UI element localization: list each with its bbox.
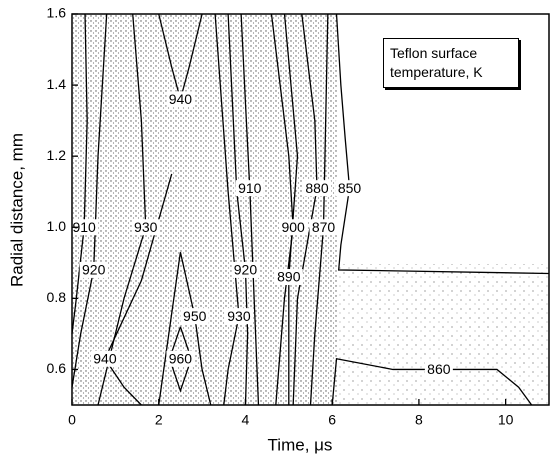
contour-label: 910 <box>72 219 96 235</box>
contour-label-bg <box>224 308 253 325</box>
contour-line <box>168 326 192 393</box>
contour-label: 860 <box>427 361 451 377</box>
contour-label: 950 <box>183 308 207 324</box>
x-tick-label: 0 <box>68 412 76 428</box>
contour-label-bg <box>90 350 119 367</box>
y-tick-label: 0.8 <box>47 289 67 305</box>
x-tick-label: 4 <box>242 412 250 428</box>
contour-label-bg <box>274 269 303 286</box>
plot-frame <box>71 13 550 406</box>
annotation: Teflon surface temperature, K <box>383 38 519 88</box>
contour-label: 890 <box>277 269 301 285</box>
sparse-region <box>337 264 549 405</box>
y-tick-label: 1.4 <box>47 76 67 92</box>
y-tick-label: 1.2 <box>47 147 67 163</box>
contour-label-bg <box>235 180 264 197</box>
contour-label: 920 <box>82 262 106 278</box>
contour-label: 940 <box>169 91 193 107</box>
y-axis-label: Radial distance, mm <box>7 133 26 287</box>
contour-label-bg <box>424 361 453 378</box>
contour-label: 960 <box>169 350 193 366</box>
contour-label-bg <box>231 261 260 278</box>
contour-label-bg <box>309 219 338 236</box>
contour-label: 910 <box>238 180 262 196</box>
contour-label-bg <box>79 261 108 278</box>
contour-label: 930 <box>134 219 158 235</box>
contour-label-bg <box>70 219 99 236</box>
contour-label-bg <box>180 308 209 325</box>
contour-label: 940 <box>93 350 117 366</box>
x-tick-label: 2 <box>155 412 163 428</box>
y-tick-label: 0.6 <box>47 360 67 376</box>
x-tick-label: 10 <box>498 412 514 428</box>
y-tick-label: 1.6 <box>47 5 67 21</box>
contour-label: 930 <box>227 308 251 324</box>
x-tick-label: 8 <box>415 412 423 428</box>
contour-label: 850 <box>338 180 362 196</box>
contour-label-bg <box>303 180 332 197</box>
contour-label: 870 <box>312 219 336 235</box>
x-axis-label: Time, μs <box>268 435 333 454</box>
contour-label: 900 <box>281 219 305 235</box>
contour-label: 920 <box>234 262 258 278</box>
contour-label-bg <box>166 350 195 367</box>
contour-label: 880 <box>305 180 329 196</box>
contour-label-bg <box>131 219 160 236</box>
x-tick-label: 6 <box>328 412 336 428</box>
y-tick-label: 1.0 <box>47 218 67 234</box>
contour-label-bg <box>335 180 364 197</box>
contour-label-bg <box>279 219 308 236</box>
contour-label-bg <box>166 91 195 108</box>
